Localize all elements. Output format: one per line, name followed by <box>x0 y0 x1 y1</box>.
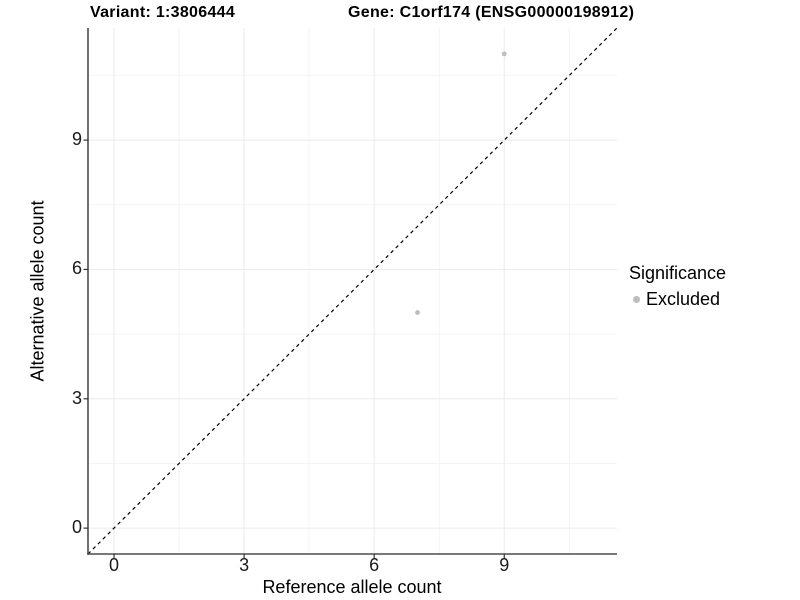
y-tick-label: 3 <box>71 387 82 408</box>
x-axis-title: Reference allele count <box>262 577 442 597</box>
y-axis-title: Alternative allele count <box>27 200 48 382</box>
identity-line <box>87 27 618 555</box>
legend-entries: Excluded <box>629 289 726 311</box>
y-tick-label: 0 <box>71 517 82 538</box>
plot-title-variant: Variant: 1:3806444 <box>90 4 236 21</box>
data-point <box>415 310 420 315</box>
legend: Significance Excluded <box>629 263 726 310</box>
legend-entry: Excluded <box>629 289 726 311</box>
x-tick-label: 9 <box>499 555 510 575</box>
plot-title-gene: Gene: C1orf174 (ENSG00000198912) <box>348 4 635 21</box>
x-tick-label: 0 <box>109 555 120 575</box>
legend-point-icon <box>633 295 640 303</box>
data-point <box>501 51 507 57</box>
legend-entry-label: Excluded <box>646 288 721 309</box>
y-tick-label: 6 <box>71 258 82 279</box>
y-tick-label: 9 <box>71 129 82 150</box>
x-tick-label: 6 <box>369 555 380 575</box>
legend-title: Significance <box>629 263 727 283</box>
x-tick-label: 3 <box>239 555 250 575</box>
